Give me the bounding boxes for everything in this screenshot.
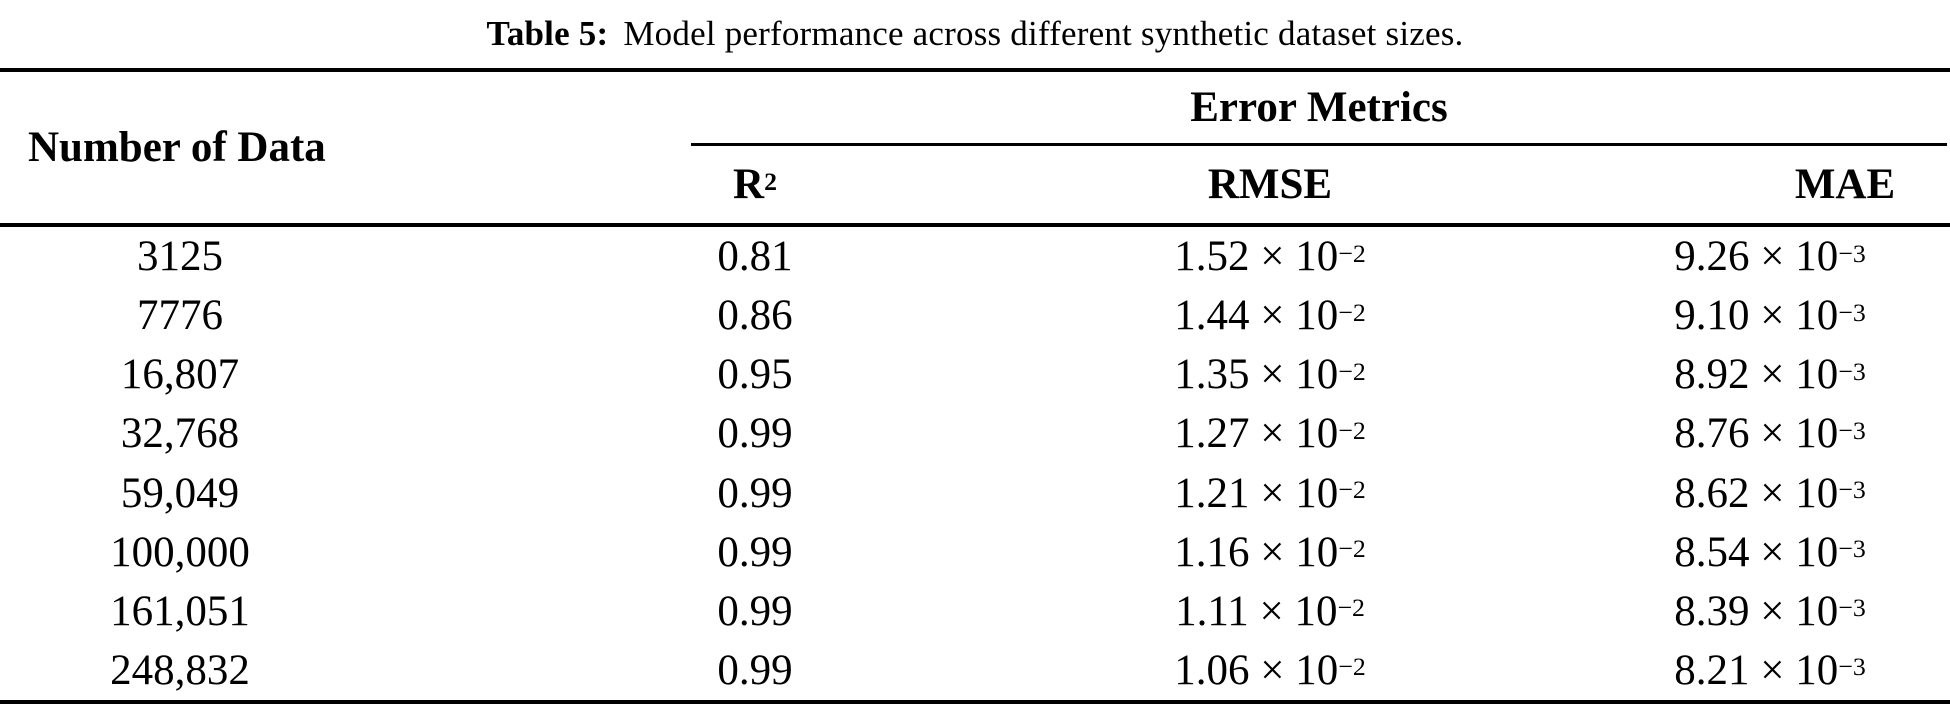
mid-rule bbox=[0, 223, 1950, 227]
mae-mantissa: 8.21 × 10 bbox=[1674, 646, 1839, 694]
column-spacer bbox=[360, 641, 560, 700]
cell-r2: 0.99 bbox=[717, 587, 793, 635]
column-spacer bbox=[360, 464, 560, 523]
cell-rmse: 1.52 × 10 −2 bbox=[1174, 233, 1366, 281]
cell-r2: 0.99 bbox=[717, 646, 793, 694]
table-row: 16,807 0.95 1.35 × 10 −2 8.92 × 10 −3 bbox=[0, 345, 1950, 404]
cell-mae: 8.92 × 10 −3 bbox=[1674, 351, 1866, 399]
column-header-rmse: RMSE bbox=[1207, 161, 1333, 208]
rmse-mantissa: 1.27 × 10 bbox=[1174, 410, 1339, 458]
cell-num-data: 100,000 bbox=[110, 528, 250, 576]
mae-mantissa: 8.54 × 10 bbox=[1674, 528, 1839, 576]
rmse-mantissa: 1.21 × 10 bbox=[1174, 469, 1339, 517]
cell-rmse: 1.35 × 10 −2 bbox=[1174, 351, 1366, 399]
column-spacer bbox=[360, 227, 560, 286]
bottom-rule bbox=[0, 700, 1950, 704]
table-row: 59,049 0.99 1.21 × 10 −2 8.62 × 10 −3 bbox=[0, 464, 1950, 523]
cell-rmse: 1.16 × 10 −2 bbox=[1174, 528, 1366, 576]
cell-mae: 9.10 × 10 −3 bbox=[1674, 292, 1866, 340]
cell-r2: 0.95 bbox=[717, 351, 793, 399]
group-header-label: Error Metrics bbox=[1190, 84, 1448, 131]
mae-mantissa: 8.62 × 10 bbox=[1674, 469, 1839, 517]
cell-rmse: 1.21 × 10 −2 bbox=[1174, 469, 1366, 517]
r2-base: R bbox=[733, 161, 765, 208]
column-spacer bbox=[360, 286, 560, 345]
rmse-mantissa: 1.52 × 10 bbox=[1174, 233, 1339, 281]
cell-rmse: 1.11 × 10 −2 bbox=[1175, 587, 1365, 635]
cell-r2: 0.99 bbox=[717, 469, 793, 517]
cell-num-data: 59,049 bbox=[120, 469, 240, 517]
cell-mae: 8.76 × 10 −3 bbox=[1674, 410, 1866, 458]
column-header-mae: MAE bbox=[1794, 161, 1896, 208]
column-spacer bbox=[360, 404, 560, 463]
table-caption: Table 5: Model performance across differ… bbox=[0, 0, 1950, 68]
table-caption-label: Table 5: bbox=[486, 14, 609, 53]
table-row: 7776 0.86 1.44 × 10 −2 9.10 × 10 −3 bbox=[0, 286, 1950, 345]
mae-mantissa: 8.92 × 10 bbox=[1674, 351, 1839, 399]
rmse-mantissa: 1.35 × 10 bbox=[1174, 351, 1339, 399]
mae-mantissa: 8.39 × 10 bbox=[1674, 587, 1839, 635]
column-spacer bbox=[360, 582, 560, 641]
cell-r2: 0.86 bbox=[717, 292, 793, 340]
cell-mae: 8.39 × 10 −3 bbox=[1674, 587, 1866, 635]
cell-rmse: 1.44 × 10 −2 bbox=[1174, 292, 1366, 340]
mae-mantissa: 8.76 × 10 bbox=[1674, 410, 1839, 458]
table-row: 161,051 0.99 1.11 × 10 −2 8.39 × 10 −3 bbox=[0, 582, 1950, 641]
column-header-number-of-data: Number of Data bbox=[28, 124, 326, 171]
table-row: 3125 0.81 1.52 × 10 −2 9.26 × 10 −3 bbox=[0, 227, 1950, 286]
cell-num-data: 3125 bbox=[137, 233, 223, 281]
cell-rmse: 1.27 × 10 −2 bbox=[1174, 410, 1366, 458]
cell-mae: 9.26 × 10 −3 bbox=[1674, 233, 1866, 281]
rmse-mantissa: 1.11 × 10 bbox=[1175, 587, 1338, 635]
rmse-mantissa: 1.44 × 10 bbox=[1174, 292, 1339, 340]
cell-mae: 8.62 × 10 −3 bbox=[1674, 469, 1866, 517]
mae-mantissa: 9.10 × 10 bbox=[1674, 292, 1839, 340]
table-row: 100,000 0.99 1.16 × 10 −2 8.54 × 10 −3 bbox=[0, 523, 1950, 582]
cell-num-data: 161,051 bbox=[110, 587, 250, 635]
table-row: 32,768 0.99 1.27 × 10 −2 8.76 × 10 −3 bbox=[0, 404, 1950, 463]
cell-mae: 8.54 × 10 −3 bbox=[1674, 528, 1866, 576]
column-spacer bbox=[360, 523, 560, 582]
cell-r2: 0.99 bbox=[717, 528, 793, 576]
group-header-error-metrics: Error Metrics bbox=[691, 72, 1947, 146]
table-body: 3125 0.81 1.52 × 10 −2 9.26 × 10 −3 7776 0… bbox=[0, 227, 1950, 700]
table-row: 248,832 0.99 1.06 × 10 −2 8.21 × 10 −3 bbox=[0, 641, 1950, 700]
rmse-mantissa: 1.06 × 10 bbox=[1174, 646, 1339, 694]
cell-num-data: 16,807 bbox=[120, 351, 240, 399]
cell-num-data: 32,768 bbox=[120, 410, 240, 458]
top-rule bbox=[0, 68, 1950, 72]
error-metrics-row: Error Metrics bbox=[560, 72, 1950, 146]
mae-mantissa: 9.26 × 10 bbox=[1674, 233, 1839, 281]
cell-num-data: 7776 bbox=[137, 292, 223, 340]
cell-r2: 0.81 bbox=[717, 233, 793, 281]
cell-mae: 8.21 × 10 −3 bbox=[1674, 646, 1866, 694]
rmse-mantissa: 1.16 × 10 bbox=[1174, 528, 1339, 576]
table-caption-text: Model performance across different synth… bbox=[623, 14, 1464, 53]
cell-r2: 0.99 bbox=[717, 410, 793, 458]
cell-rmse: 1.06 × 10 −2 bbox=[1174, 646, 1366, 694]
cell-num-data: 248,832 bbox=[110, 646, 250, 694]
column-spacer bbox=[360, 345, 560, 404]
